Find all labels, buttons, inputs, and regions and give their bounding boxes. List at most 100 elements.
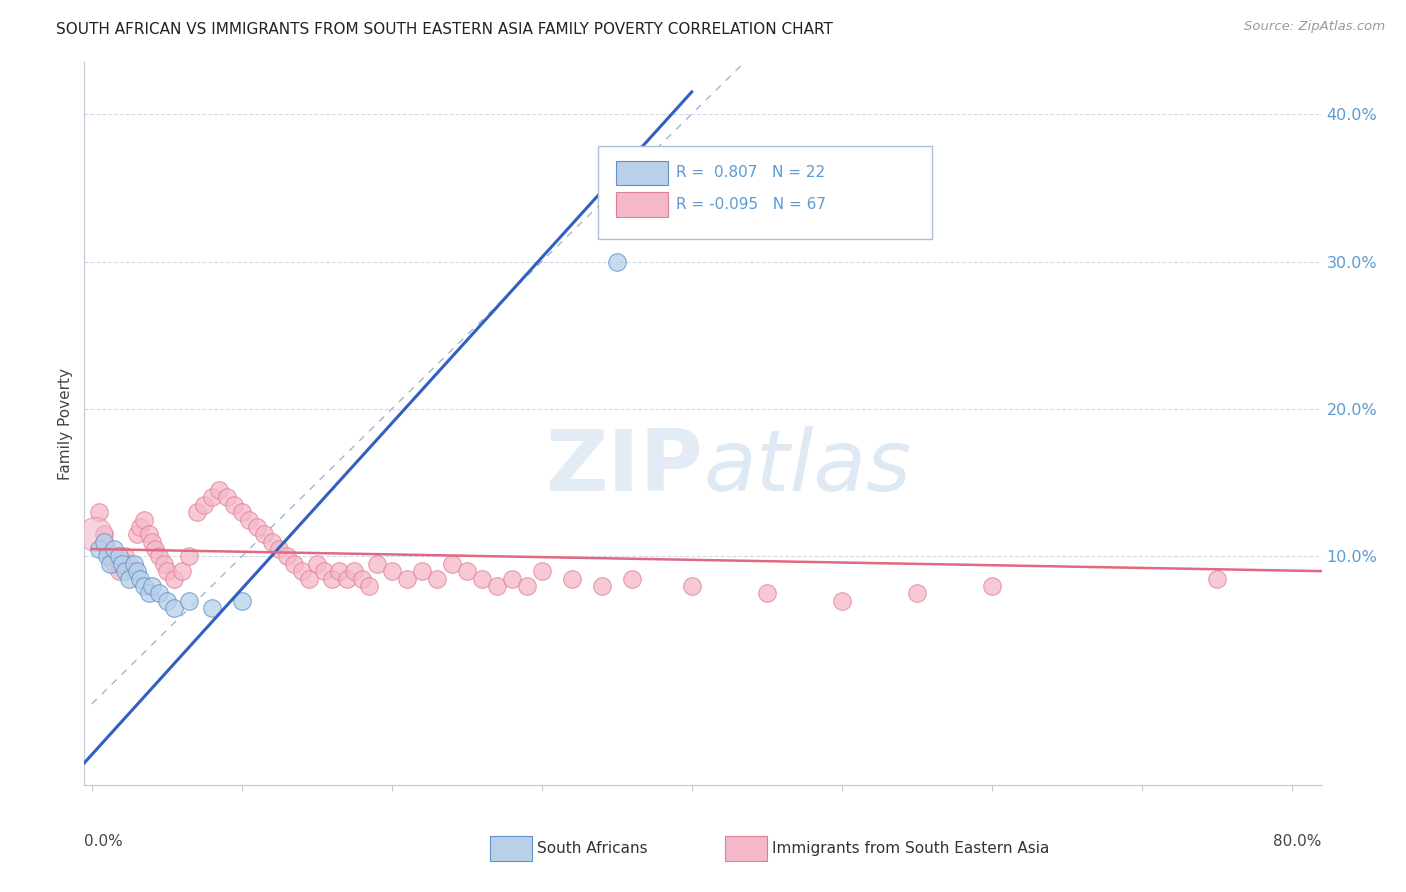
Point: [283, 557, 305, 571]
Point: [260, 534, 283, 549]
Point: [103, 542, 125, 557]
Point: [108, 549, 131, 564]
Point: [93, 534, 115, 549]
Point: [201, 601, 224, 615]
Point: [980, 579, 1002, 593]
Point: [755, 586, 778, 600]
Point: [253, 527, 276, 541]
Point: [156, 564, 179, 578]
Point: [125, 564, 148, 578]
Point: [141, 534, 163, 549]
Point: [606, 254, 628, 268]
Point: [238, 512, 260, 526]
Point: [208, 483, 231, 497]
Point: [114, 564, 136, 578]
Point: [336, 572, 359, 586]
Point: [93, 527, 115, 541]
Point: [138, 586, 160, 600]
Point: [359, 579, 381, 593]
Point: [103, 557, 125, 571]
Text: R =  0.807   N = 22: R = 0.807 N = 22: [676, 165, 825, 180]
Point: [246, 520, 269, 534]
Text: 80.0%: 80.0%: [1274, 834, 1322, 849]
Point: [291, 564, 314, 578]
Point: [620, 572, 643, 586]
Point: [426, 572, 449, 586]
Point: [111, 557, 134, 571]
Point: [148, 586, 170, 600]
Point: [186, 505, 208, 519]
Text: Immigrants from South Eastern Asia: Immigrants from South Eastern Asia: [772, 841, 1050, 856]
Point: [269, 542, 291, 557]
Point: [134, 512, 156, 526]
Point: [321, 572, 343, 586]
Point: [134, 579, 156, 593]
Point: [125, 527, 148, 541]
Point: [96, 542, 118, 557]
Point: [98, 557, 121, 571]
Point: [485, 579, 508, 593]
Text: R = -0.095   N = 67: R = -0.095 N = 67: [676, 196, 825, 211]
Point: [501, 572, 523, 586]
Point: [170, 564, 193, 578]
Point: [156, 593, 179, 607]
Point: [83, 527, 105, 541]
Point: [122, 557, 145, 571]
Text: ZIP: ZIP: [546, 425, 703, 508]
FancyBboxPatch shape: [491, 837, 533, 861]
Point: [215, 491, 238, 505]
Point: [89, 505, 111, 519]
Point: [141, 579, 163, 593]
Point: [1205, 572, 1227, 586]
FancyBboxPatch shape: [725, 837, 768, 861]
Point: [681, 579, 703, 593]
Point: [201, 491, 224, 505]
Point: [516, 579, 538, 593]
Text: SOUTH AFRICAN VS IMMIGRANTS FROM SOUTH EASTERN ASIA FAMILY POVERTY CORRELATION C: SOUTH AFRICAN VS IMMIGRANTS FROM SOUTH E…: [56, 22, 834, 37]
Point: [366, 557, 388, 571]
Point: [122, 564, 145, 578]
Point: [395, 572, 418, 586]
Point: [89, 542, 111, 557]
Point: [111, 557, 134, 571]
FancyBboxPatch shape: [616, 161, 668, 186]
Point: [381, 564, 404, 578]
Point: [471, 572, 494, 586]
Point: [128, 520, 150, 534]
Point: [108, 564, 131, 578]
Point: [114, 549, 136, 564]
Point: [163, 572, 186, 586]
Point: [138, 527, 160, 541]
Point: [118, 572, 141, 586]
Point: [118, 557, 141, 571]
Point: [98, 549, 121, 564]
Point: [440, 557, 463, 571]
Point: [591, 579, 613, 593]
Point: [456, 564, 478, 578]
Point: [298, 572, 321, 586]
FancyBboxPatch shape: [598, 145, 932, 239]
Point: [224, 498, 246, 512]
Text: South Africans: South Africans: [537, 841, 648, 856]
FancyBboxPatch shape: [616, 193, 668, 217]
Point: [343, 564, 366, 578]
Point: [143, 542, 166, 557]
Point: [530, 564, 553, 578]
Point: [305, 557, 328, 571]
Y-axis label: Family Poverty: Family Poverty: [58, 368, 73, 480]
Text: Source: ZipAtlas.com: Source: ZipAtlas.com: [1244, 20, 1385, 33]
Point: [153, 557, 176, 571]
Point: [561, 572, 583, 586]
Point: [179, 549, 201, 564]
Text: 0.0%: 0.0%: [84, 834, 124, 849]
Point: [276, 549, 298, 564]
Point: [193, 498, 215, 512]
Point: [163, 601, 186, 615]
Point: [128, 572, 150, 586]
Point: [231, 505, 253, 519]
Point: [314, 564, 336, 578]
Point: [905, 586, 928, 600]
Point: [148, 549, 170, 564]
Point: [179, 593, 201, 607]
Point: [350, 572, 373, 586]
